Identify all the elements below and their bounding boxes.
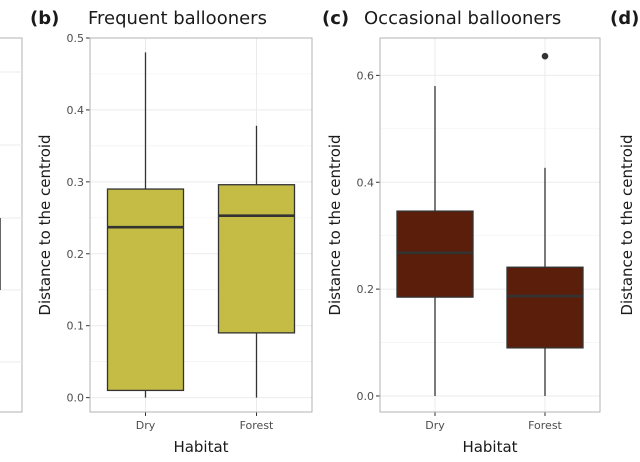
panel-label: (b) [30,8,59,29]
x-axis-title: Habitat [173,438,228,456]
y-axis-title: Distance to the centroid [326,134,344,315]
y-tick-label: 0.4 [357,176,375,189]
y-tick-label: 0.2 [67,248,85,261]
y-tick-label: 0.4 [67,104,85,117]
partial-panel-a [0,37,23,413]
y-tick-label: 0.3 [67,176,85,189]
x-tick-label-dry: Dry [136,419,156,432]
x-tick-label-dry: Dry [425,419,445,432]
y-tick-label: 0.0 [357,390,375,403]
y-tick-label: 0.2 [357,283,375,296]
y-tick-label: 0.1 [67,320,85,333]
panel-label: (c) [322,8,349,29]
x-tick-label-forest: Forest [528,419,562,432]
panel-occasional-ballooners: 0.0 0.2 0.4 0.6 Dry Forest (c) Occasional ballo… [322,8,601,456]
y-tick-label: 0.0 [67,392,85,405]
outlier-point [541,52,549,60]
plot-border [379,37,601,413]
partial-panel-d: (d) Distance to the centroid [610,8,639,316]
box-dry [396,210,474,298]
panel-frequent-ballooners: 0.0 0.1 0.2 0.3 0.4 0.5 Dry Forest (b) Frequent b… [30,8,313,456]
x-axis-title: Habitat [462,438,517,456]
panel-label-d: (d) [610,8,639,29]
box-forest [217,184,296,334]
box-dry [106,188,185,392]
chart-title: Occasional ballooners [364,8,561,29]
y-axis-title: Distance to the centroid [36,134,54,315]
box-forest [506,266,584,349]
chart-title: Frequent ballooners [88,8,267,29]
y-tick-label: 0.6 [357,69,375,82]
y-tick-label: 0.5 [67,32,85,45]
x-tick-label-forest: Forest [240,419,274,432]
plot-border [89,37,313,413]
y-axis-title-d: Distance to the centroid [618,134,636,315]
